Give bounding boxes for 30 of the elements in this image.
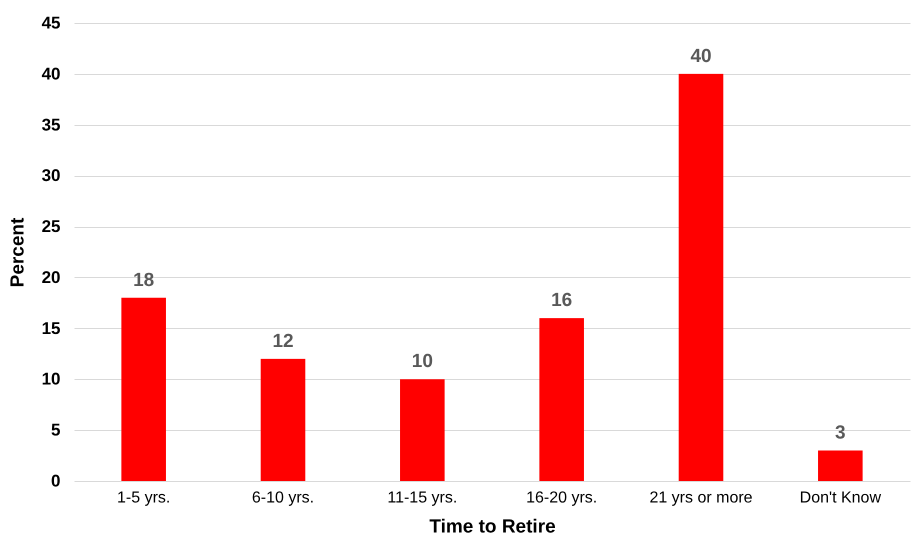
x-tick-label: 16-20 yrs. [526,490,598,506]
y-tick-label: 25 [42,217,60,236]
data-label: 40 [690,46,712,67]
y-tick-label: 5 [51,420,60,440]
data-label: 16 [551,290,572,312]
bar [678,74,724,481]
x-tick-label: 6-10 yrs. [252,490,314,506]
y-tick-label: 35 [42,115,60,134]
x-tick-label: 11-15 yrs. [387,490,458,506]
data-label: 3 [835,422,846,444]
y-tick-label: 30 [42,166,60,186]
y-tick-label: 45 [42,14,60,32]
data-label: 10 [412,351,433,372]
y-tick-label: 40 [42,64,60,84]
bar [539,318,584,481]
y-axis-title: Percent [8,216,29,288]
x-axis-title: Time to Retire [429,516,556,538]
x-tick-label: Don't Know [800,490,882,506]
x-tick-label: 1-5 yrs. [116,490,170,506]
x-tick-label: 21 yrs or more [649,490,753,506]
bar [121,298,166,481]
y-tick-label: 15 [42,318,60,338]
bar [260,358,306,481]
bar [818,450,863,481]
y-tick-label: 0 [51,472,60,490]
bar [400,379,445,481]
data-label: 18 [133,270,154,291]
data-label: 12 [272,330,294,352]
y-tick-label: 20 [42,268,60,287]
y-tick-label: 10 [42,370,60,389]
